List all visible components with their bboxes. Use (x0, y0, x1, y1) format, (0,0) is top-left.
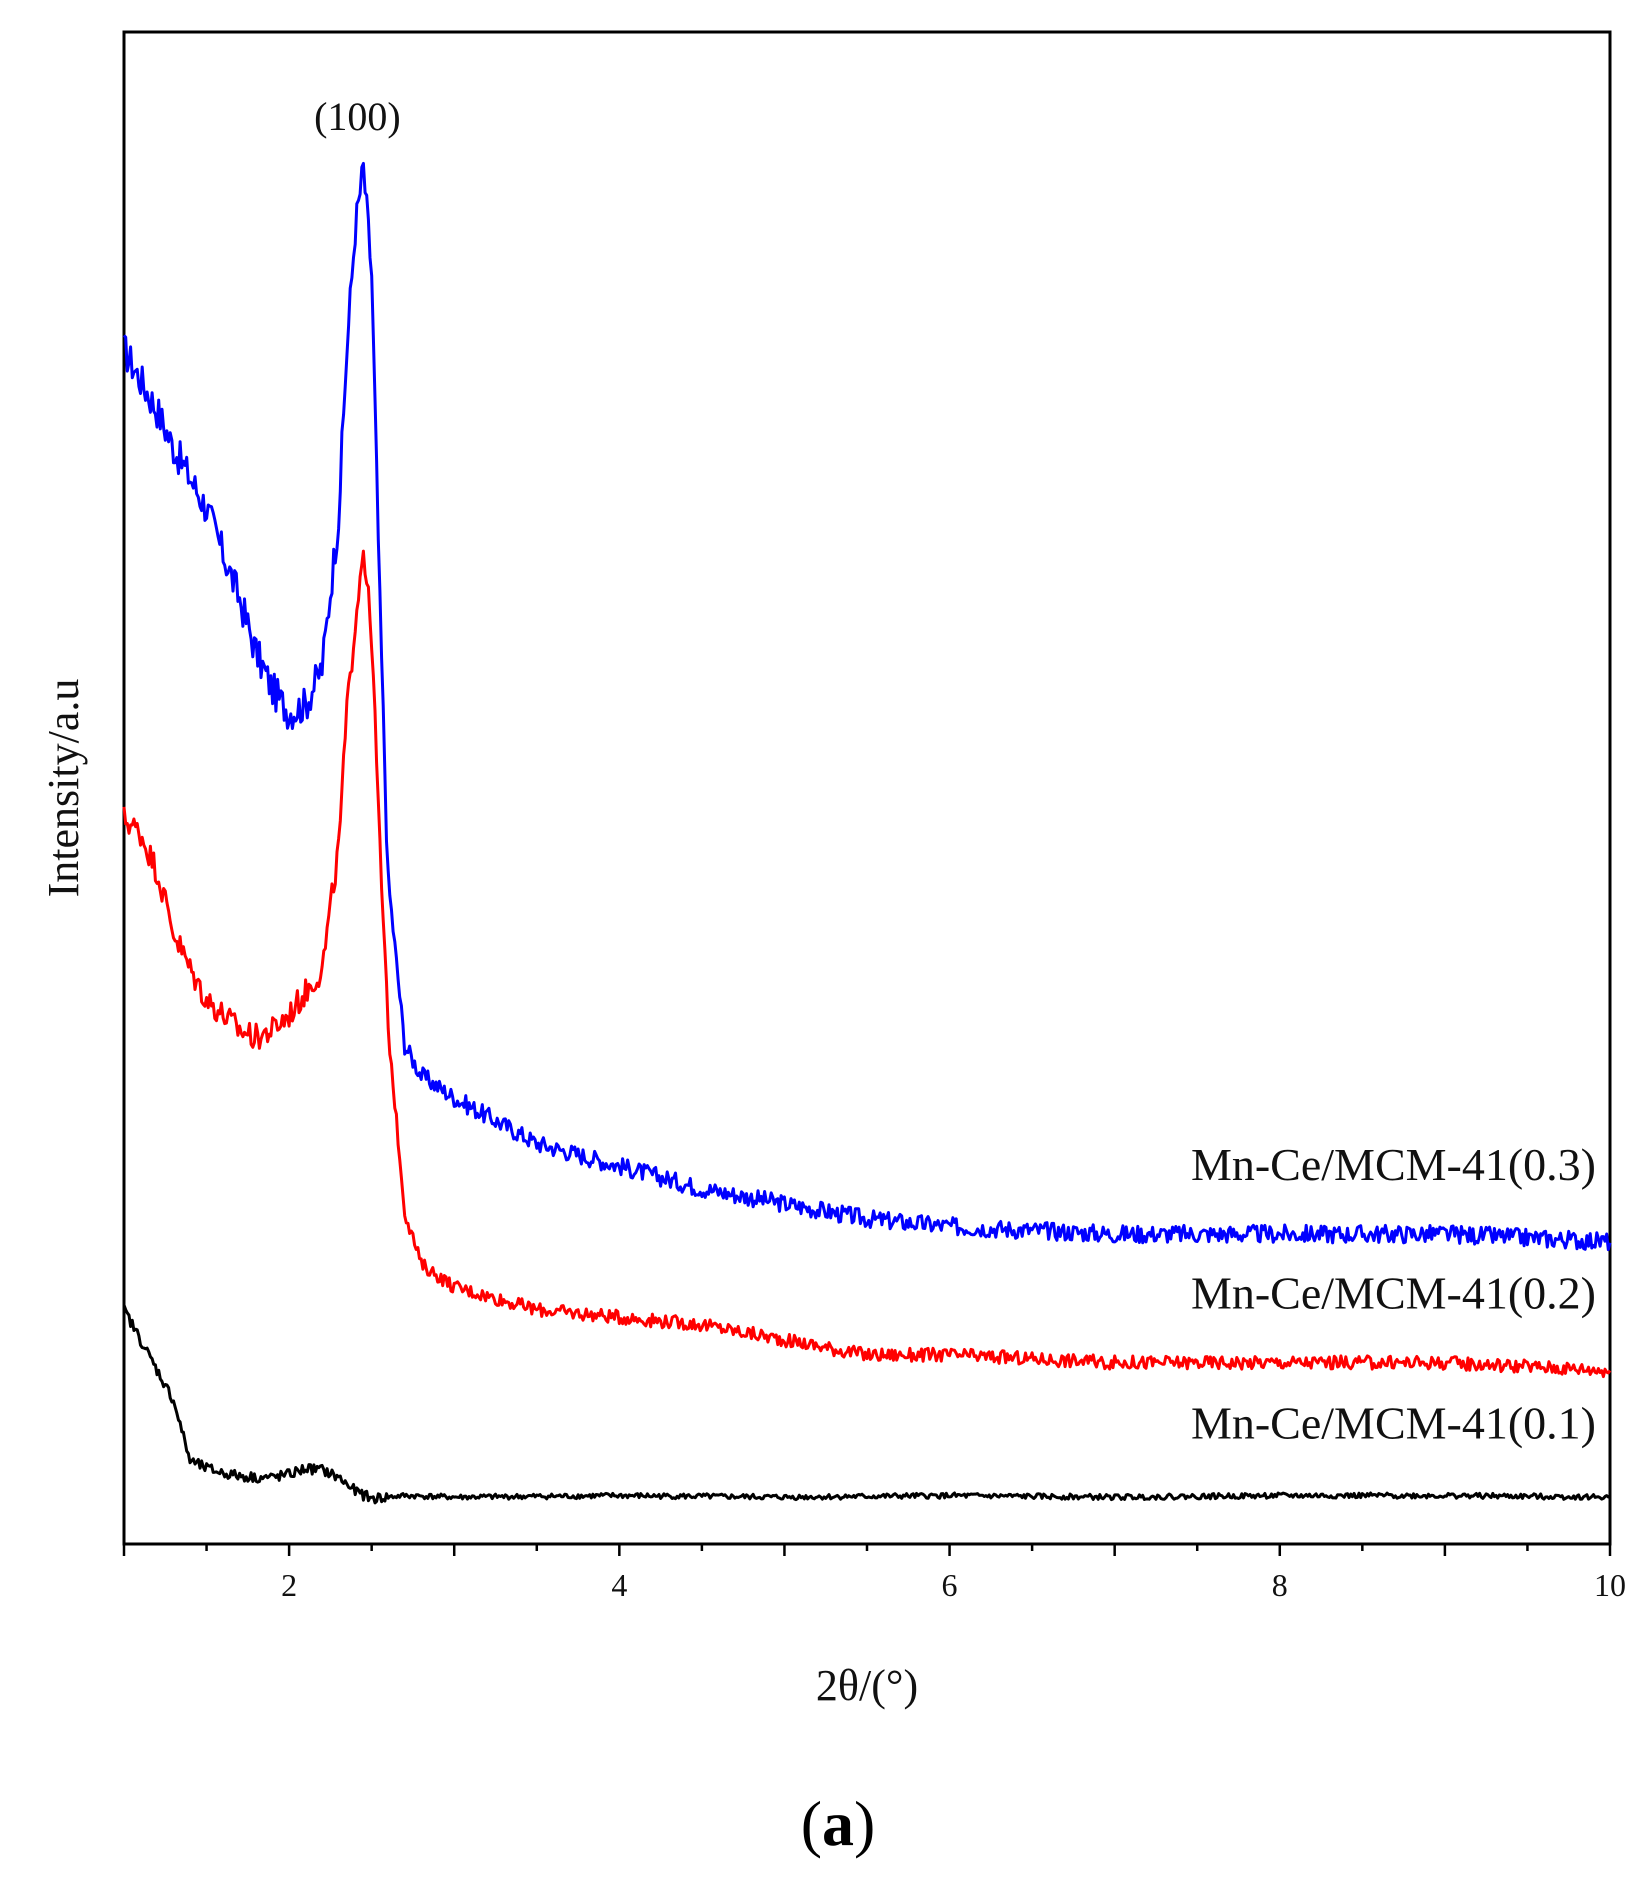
series-line-1 (122, 549, 1612, 1379)
x-tick-label: 8 (1272, 1567, 1288, 1603)
legend-label-0.1: Mn-Ce/MCM-41(0.1) (1191, 1397, 1596, 1448)
y-axis-label: Intensity/a.u (39, 679, 88, 898)
legend-label-0.2: Mn-Ce/MCM-41(0.2) (1191, 1267, 1596, 1318)
x-tick-label: 6 (942, 1567, 958, 1603)
legend-label-0.3: Mn-Ce/MCM-41(0.3) (1191, 1139, 1596, 1190)
series-layer (122, 161, 1612, 1505)
x-tick-label: 4 (611, 1567, 627, 1603)
x-tick-label: 2 (281, 1567, 297, 1603)
series-line-0 (122, 161, 1612, 1252)
peak-annotation-label: (100) (314, 94, 401, 139)
x-axis-ticks: 2 4 6 8 10 (122, 1544, 1626, 1603)
panel-label-letter: a (822, 1788, 854, 1859)
series-line-2 (122, 1304, 1611, 1505)
panel-label: (a) (801, 1788, 876, 1859)
x-axis-label: 2θ/(°) (816, 1661, 918, 1710)
panel-label-open: ( (801, 1788, 822, 1859)
panel-label-close: ) (854, 1788, 875, 1859)
x-tick-label: 10 (1594, 1567, 1626, 1603)
